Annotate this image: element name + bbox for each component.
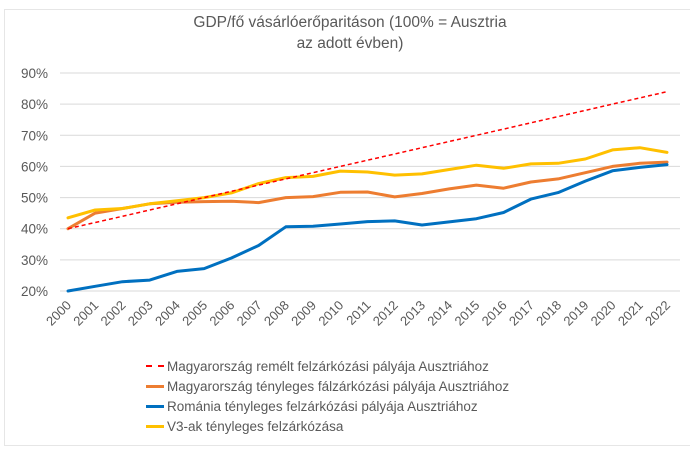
- x-tick-label: 2014: [424, 298, 455, 329]
- legend-swatch: [146, 384, 164, 388]
- x-tick-label: 2020: [588, 298, 619, 329]
- x-tick-label: 2016: [479, 298, 510, 329]
- legend-item-ro-actual: Románia tényleges felzárkózási pályája A…: [146, 396, 509, 416]
- y-tick-label: 60%: [21, 159, 48, 174]
- x-tick-label: 2015: [451, 298, 482, 329]
- x-tick-label: 2002: [98, 298, 129, 329]
- y-tick-label: 50%: [21, 191, 48, 206]
- x-tick-label: 2007: [234, 298, 265, 329]
- x-tick-label: 2018: [533, 298, 564, 329]
- y-tick-label: 90%: [21, 66, 48, 81]
- y-tick-label: 20%: [21, 284, 48, 299]
- x-tick-label: 2008: [261, 298, 292, 329]
- x-tick-label: 2011: [343, 298, 373, 328]
- legend-label: Románia tényleges felzárkózási pályája A…: [167, 398, 478, 414]
- legend-label: Magyarország remélt felzárkózási pályája…: [167, 358, 489, 374]
- legend-item-hu-expected: Magyarország remélt felzárkózási pályája…: [146, 356, 509, 376]
- x-tick-label: 2006: [206, 298, 237, 329]
- y-tick-label: 80%: [21, 97, 48, 112]
- legend-item-hu-actual: Magyarország tényleges fálzárkózási pály…: [146, 376, 509, 396]
- x-tick-label: 2017: [506, 298, 537, 329]
- x-tick-label: 2022: [642, 298, 673, 329]
- x-tick-label: 2003: [125, 298, 156, 329]
- x-tick-label: 2021: [615, 298, 646, 329]
- y-tick-label: 70%: [21, 128, 48, 143]
- x-tick-label: 2013: [397, 298, 428, 329]
- x-tick-label: 2019: [560, 298, 591, 329]
- series-line: [66, 146, 669, 220]
- legend-label: Magyarország tényleges fálzárkózási pály…: [167, 378, 510, 394]
- chart-title: GDP/fő vásárlóerőparitáson (100% = Auszt…: [120, 12, 580, 54]
- legend-swatch: [146, 404, 164, 408]
- legend-swatch: [146, 365, 164, 367]
- legend-label: V3-ak tényleges felzárkózása: [167, 418, 344, 434]
- y-tick-label: 30%: [21, 253, 48, 268]
- chart-title-line-1: GDP/fő vásárlóerőparitáson (100% = Auszt…: [193, 14, 507, 31]
- legend-item-v3-actual: V3-ak tényleges felzárkózása: [146, 416, 509, 436]
- chart-legend: Magyarország remélt felzárkózási pályája…: [146, 356, 509, 436]
- x-tick-label: 2000: [43, 298, 74, 329]
- x-tick-label: 2009: [288, 298, 319, 329]
- x-tick-label: 2005: [179, 298, 210, 329]
- y-tick-label: 40%: [21, 222, 48, 237]
- chart-frame: [4, 9, 690, 446]
- x-tick-label: 2012: [370, 298, 401, 329]
- x-tick-label: 2004: [152, 298, 183, 329]
- series-line: [67, 90, 668, 230]
- chart-title-line-2: az adott évben): [296, 35, 404, 52]
- series-line: [66, 163, 669, 293]
- x-tick-label: 2010: [315, 298, 346, 329]
- legend-swatch: [146, 424, 164, 428]
- x-tick-label: 2001: [70, 298, 101, 329]
